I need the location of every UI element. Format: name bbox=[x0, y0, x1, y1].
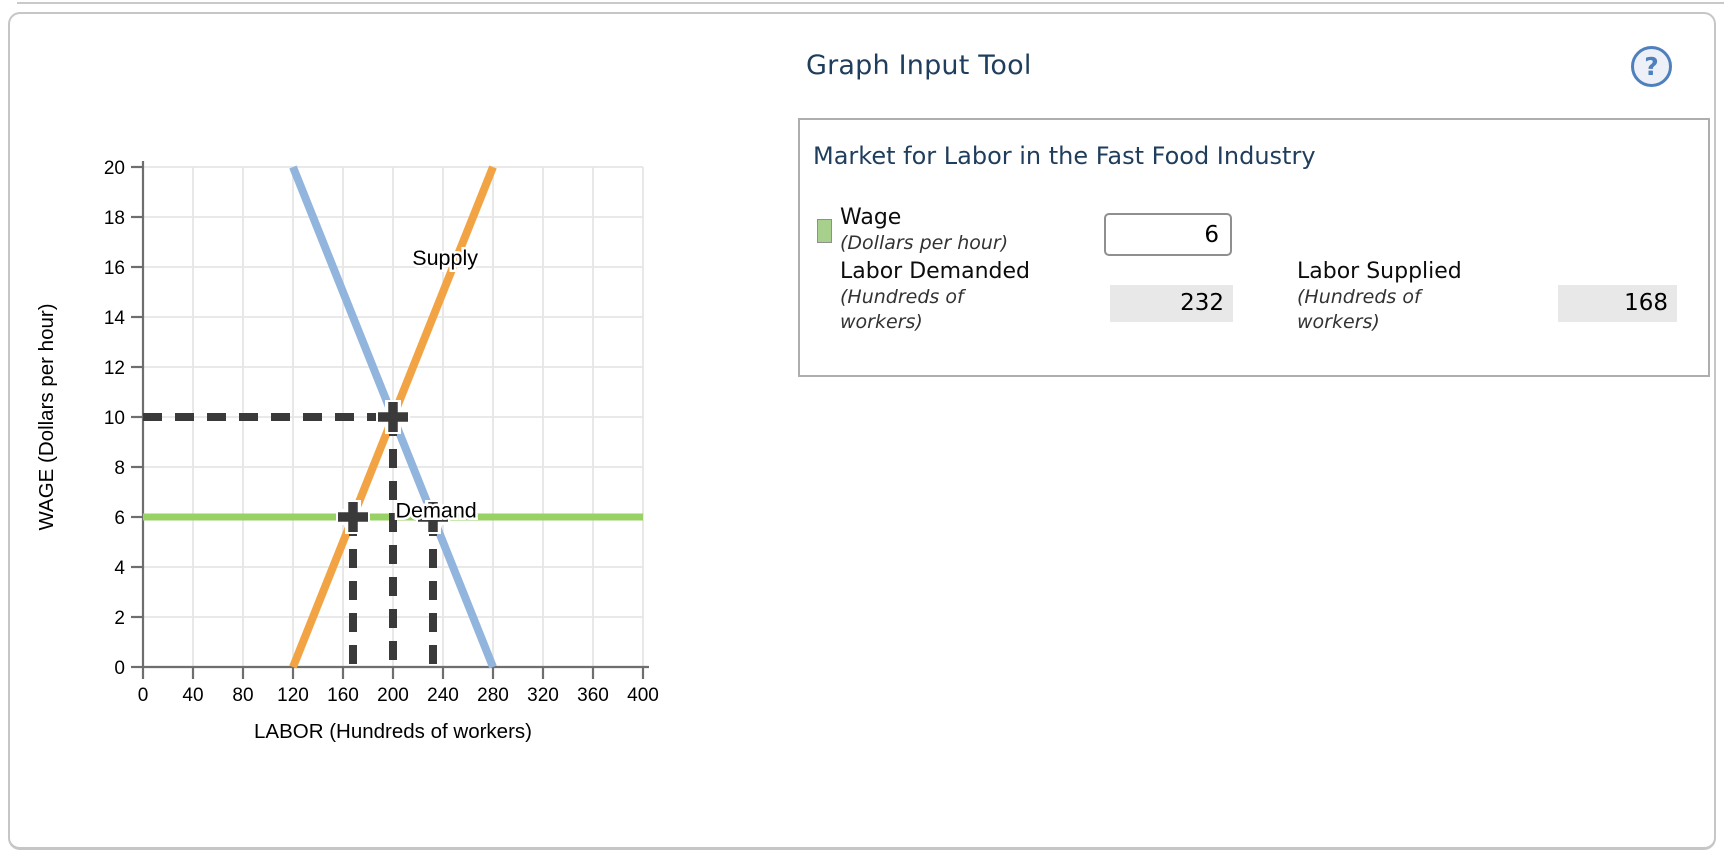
x-tick-label: 400 bbox=[627, 685, 659, 706]
question-mark-icon: ? bbox=[1644, 52, 1659, 81]
market-title: Market for Labor in the Fast Food Indust… bbox=[813, 142, 1316, 170]
labor-supplied-sublabel: (Hundreds of workers) bbox=[1297, 286, 1421, 333]
tool-title: Graph Input Tool bbox=[806, 50, 1032, 81]
labor-demanded-sublabel: (Hundreds of workers) bbox=[840, 286, 964, 333]
y-tick-label: 16 bbox=[104, 258, 125, 279]
y-tick-label: 6 bbox=[114, 508, 125, 529]
labor-demanded-value: 232 bbox=[1110, 285, 1233, 322]
y-axis-title: WAGE (Dollars per hour) bbox=[35, 303, 58, 530]
y-tick-label: 10 bbox=[104, 408, 125, 429]
y-tick-label: 14 bbox=[104, 308, 126, 329]
wage-label: Wage bbox=[840, 205, 902, 230]
x-tick-label: 320 bbox=[527, 685, 559, 706]
x-tick-label: 360 bbox=[577, 685, 609, 706]
wage-sublabel: (Dollars per hour) bbox=[840, 232, 1009, 254]
demand-curve-label: Demand bbox=[396, 499, 477, 523]
help-button[interactable]: ? bbox=[1631, 46, 1672, 87]
labor-demanded-label: Labor Demanded bbox=[840, 259, 1030, 284]
graph-input-panel: Market for Labor in the Fast Food Indust… bbox=[798, 118, 1710, 377]
labor-supplied-value: 168 bbox=[1558, 285, 1677, 322]
wage-legend-swatch bbox=[817, 219, 832, 243]
wage-input[interactable] bbox=[1104, 213, 1232, 256]
y-tick-label: 12 bbox=[104, 358, 125, 379]
labor-supplied-label: Labor Supplied bbox=[1297, 259, 1462, 284]
x-tick-label: 80 bbox=[232, 685, 253, 706]
y-tick-label: 2 bbox=[114, 608, 125, 629]
x-tick-label: 160 bbox=[327, 685, 359, 706]
x-tick-label: 120 bbox=[277, 685, 309, 706]
x-axis-title: LABOR (Hundreds of workers) bbox=[254, 720, 532, 743]
y-tick-label: 4 bbox=[114, 558, 125, 579]
x-tick-label: 280 bbox=[477, 685, 509, 706]
x-tick-label: 40 bbox=[182, 685, 203, 706]
y-tick-label: 8 bbox=[114, 458, 125, 479]
x-tick-label: 0 bbox=[138, 685, 149, 706]
supply-curve-label: Supply bbox=[412, 246, 478, 270]
x-tick-label: 200 bbox=[377, 685, 409, 706]
y-tick-label: 18 bbox=[104, 208, 125, 229]
page-top-divider bbox=[17, 2, 1724, 4]
x-tick-label: 240 bbox=[427, 685, 459, 706]
y-tick-label: 20 bbox=[104, 158, 125, 179]
y-tick-label: 0 bbox=[114, 658, 125, 679]
